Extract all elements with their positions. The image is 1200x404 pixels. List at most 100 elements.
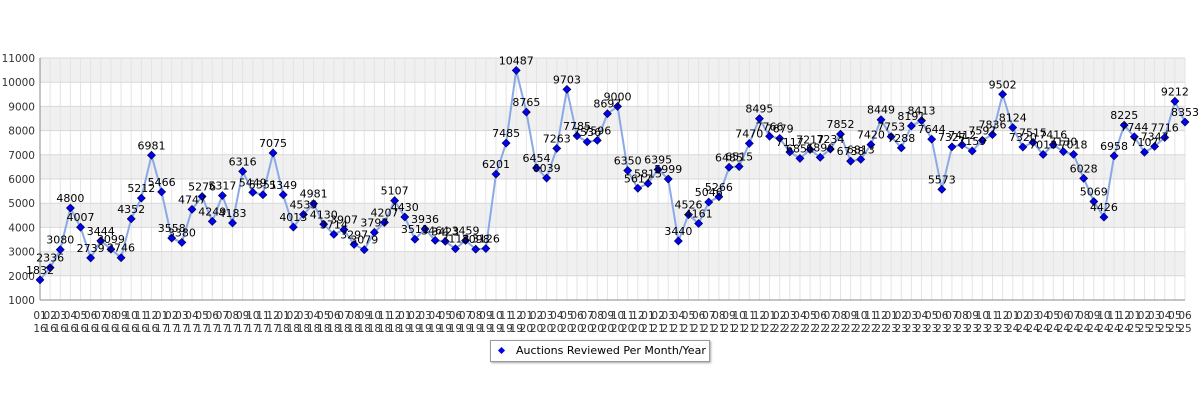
data-point (886, 132, 896, 142)
data-label: 8124 (999, 112, 1027, 125)
data-point (461, 236, 470, 245)
data-label: 3380 (168, 226, 196, 239)
data-point (805, 145, 815, 154)
x-tick-label-year: 23 (884, 323, 897, 335)
data-label: 3444 (87, 225, 115, 238)
x-tick-label-year: 19 (398, 323, 411, 335)
x-tick-label-year: 22 (814, 323, 827, 335)
x-tick-label-month: 01 (1006, 310, 1019, 322)
data-point (1180, 117, 1190, 127)
x-tick-label-month: 04 (428, 310, 442, 322)
data-point (947, 142, 957, 152)
data-point (1119, 120, 1129, 130)
data-point (623, 166, 633, 175)
data-point (228, 218, 237, 228)
x-tick-label-year: 16 (54, 323, 68, 335)
data-point (1048, 140, 1058, 150)
data-label: 6515 (725, 151, 753, 164)
data-label: 6028 (1070, 162, 1098, 175)
data-label: 9212 (1161, 85, 1189, 98)
data-point (187, 204, 197, 214)
y-tick-label: 4000 (8, 222, 35, 234)
x-tick-label-month: 01 (1128, 310, 1141, 322)
x-tick-label-year: 22 (803, 323, 816, 335)
data-label: 3080 (46, 234, 74, 247)
data-point (694, 219, 704, 228)
grid-band (40, 58, 1185, 83)
data-label: 3558 (158, 222, 186, 235)
data-point (653, 165, 663, 174)
x-tick-label-year: 25 (1128, 323, 1141, 335)
data-label: 6201 (482, 158, 510, 171)
x-tick-label-year: 17 (195, 323, 208, 335)
x-tick-label-year: 22 (874, 323, 887, 335)
x-tick-label-year: 24 (1006, 323, 1020, 335)
x-tick-label-year: 21 (662, 323, 675, 335)
x-tick-label-month: 03 (1026, 310, 1039, 322)
data-point (76, 222, 85, 232)
x-tick-label-month: 01 (884, 310, 897, 322)
data-point (116, 253, 126, 263)
data-point (1008, 123, 1018, 133)
data-label: 4249 (198, 205, 226, 218)
data-label: 6316 (229, 155, 257, 168)
data-label: 3440 (664, 225, 692, 238)
x-tick-label-year: 18 (276, 323, 289, 335)
x-tick-label-month: 06 (570, 310, 584, 322)
x-tick-label-month: 04 (1036, 310, 1050, 322)
x-tick-label-year: 18 (388, 323, 401, 335)
x-tick-label-month: 01 (641, 310, 654, 322)
data-point (744, 139, 754, 148)
x-tick-label-month: 04 (915, 310, 929, 322)
x-tick-label-year: 22 (864, 323, 877, 335)
x-tick-label-year: 17 (155, 323, 168, 335)
data-point (299, 210, 308, 219)
data-label: 2746 (107, 242, 135, 255)
data-point (207, 216, 217, 226)
data-label: 7234 (816, 133, 844, 146)
x-tick-label-year: 17 (246, 323, 259, 335)
data-point (258, 190, 268, 200)
grid-band (40, 251, 1185, 276)
y-tick-label: 10000 (2, 77, 35, 89)
x-tick-label-month: 11 (1107, 310, 1120, 322)
data-label: 5999 (654, 163, 682, 176)
x-tick-label-year: 17 (266, 323, 279, 335)
data-point (177, 237, 187, 247)
data-label: 4526 (674, 199, 702, 212)
data-point (1028, 137, 1038, 147)
x-tick-label-year: 24 (1107, 323, 1121, 335)
x-tick-label-year: 24 (1118, 323, 1132, 335)
data-point (856, 154, 866, 164)
grid-band (40, 154, 1185, 179)
x-tick-label-month: 11 (378, 310, 391, 322)
x-tick-label-month: 11 (499, 310, 512, 322)
x-tick-label-month: 03 (418, 310, 431, 322)
x-tick-label-month: 09 (236, 310, 249, 322)
x-tick-label-month: 11 (986, 310, 999, 322)
x-tick-label-year: 23 (925, 323, 938, 335)
x-tick-label-year: 22 (763, 323, 776, 335)
x-tick-label-year: 20 (520, 323, 533, 335)
x-tick-label-year: 20 (550, 323, 563, 335)
x-tick-label-year: 23 (895, 323, 908, 335)
data-point (917, 116, 926, 126)
data-label: 6454 (523, 152, 551, 165)
y-tick-label: 6000 (8, 174, 35, 186)
data-label: 4013 (279, 211, 307, 224)
data-label: 7753 (877, 121, 905, 134)
x-tick-label-month: 01 (763, 310, 776, 322)
series-line (39, 70, 1186, 281)
x-tick-label-month: 10 (246, 310, 259, 322)
x-tick-label-month: 07 (702, 310, 715, 322)
x-tick-label-year: 16 (33, 323, 47, 335)
data-label: 8191 (897, 110, 925, 123)
x-tick-label-month: 07 (580, 310, 593, 322)
data-label: 6485 (715, 151, 743, 164)
x-tick-label-month: 04 (185, 310, 199, 322)
data-point (440, 236, 450, 246)
x-tick-label-month: 07 (1067, 310, 1080, 322)
x-tick-label-month: 10 (489, 310, 502, 322)
x-tick-label-year: 16 (84, 323, 98, 335)
data-label: 2739 (77, 242, 105, 255)
